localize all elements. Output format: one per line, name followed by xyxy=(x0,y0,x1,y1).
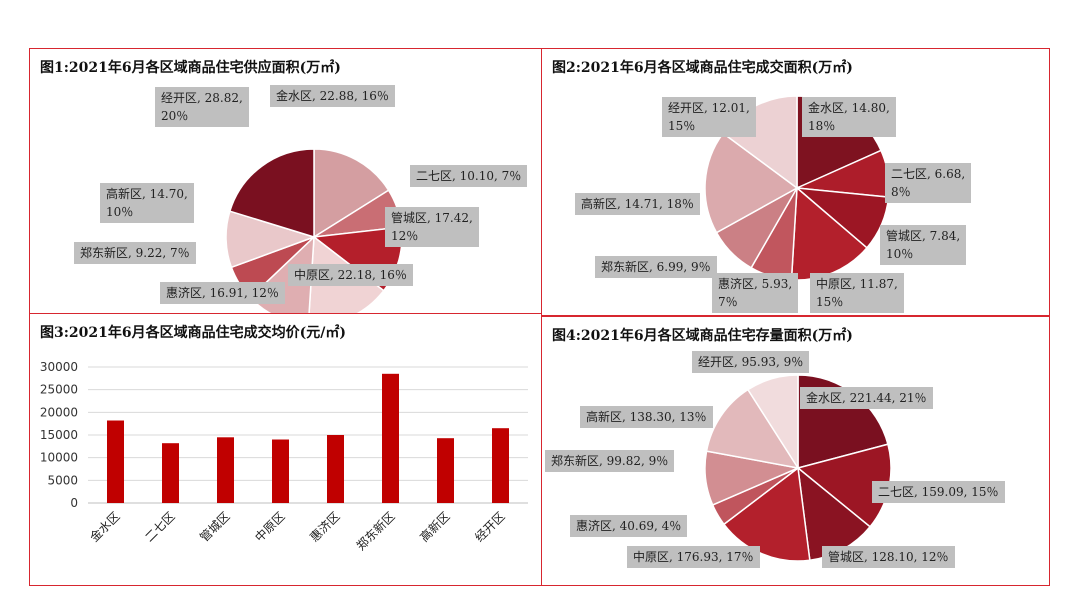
data-label-line: 8％ xyxy=(891,185,911,199)
data-label-line: 高新区, 14.70, xyxy=(106,187,188,201)
y-tick-label: 25000 xyxy=(40,383,78,397)
pie-slice-1 xyxy=(313,148,390,239)
data-label: 郑东新区, 9.22, 7％ xyxy=(74,242,196,264)
data-label: 惠济区, 5.93, 7％ xyxy=(712,273,799,313)
x-tick-label: 管城区 xyxy=(197,509,233,545)
data-label-line: 中原区, 176.93, 17％ xyxy=(633,550,754,564)
x-tick-label: 中原区 xyxy=(252,509,288,545)
data-label-line: 金水区, 22.88, 16％ xyxy=(276,89,389,103)
bar-3 xyxy=(217,437,234,503)
data-label: 金水区, 221.44, 21％ xyxy=(800,387,933,409)
pie-slice-8 xyxy=(228,148,315,239)
data-label: 金水区, 22.88, 16％ xyxy=(270,85,395,107)
bar-2 xyxy=(162,443,179,503)
data-label: 郑东新区, 6.99, 9％ xyxy=(595,256,717,278)
data-label-line: 10％ xyxy=(886,247,914,261)
data-label-line: 二七区, 10.10, 7％ xyxy=(416,169,522,183)
data-label: 经开区, 95.93, 9％ xyxy=(692,351,810,373)
x-tick-label: 二七区 xyxy=(142,509,177,544)
data-label-line: 高新区, 14.71, 18％ xyxy=(581,197,694,211)
data-label: 二七区, 6.68, 8％ xyxy=(885,163,972,203)
y-tick-label: 15000 xyxy=(40,428,78,442)
bar-8 xyxy=(492,428,509,503)
data-label-line: 12％ xyxy=(391,229,419,243)
y-tick-label: 30000 xyxy=(40,360,78,374)
chart-panel-transaction: 图2:2021年6月各区域商品住宅成交面积(万㎡) 金水区, 14.80, 18％… xyxy=(541,48,1050,316)
data-label: 惠济区, 40.69, 4％ xyxy=(570,515,688,537)
data-label-line: 中原区, 22.18, 16％ xyxy=(294,268,407,282)
data-label-line: 郑东新区, 6.99, 9％ xyxy=(601,260,711,274)
bar-4 xyxy=(272,439,289,503)
chart-title: 图4:2021年6月各区域商品住宅存量面积(万㎡) xyxy=(552,328,853,344)
y-tick-label: 10000 xyxy=(40,451,78,465)
chart-panel-stock: 图4:2021年6月各区域商品住宅存量面积(万㎡) 金水区, 221.44, 2… xyxy=(541,316,1050,586)
x-tick-label: 惠济区 xyxy=(307,509,343,545)
data-label-line: 20％ xyxy=(161,109,189,123)
data-label-line: 惠济区, 5.93, xyxy=(718,277,793,291)
data-label-line: 郑东新区, 99.82, 9％ xyxy=(551,454,669,468)
x-tick-label: 郑东新区 xyxy=(353,509,398,554)
data-label-line: 10％ xyxy=(106,205,134,219)
pie-slice-7 xyxy=(704,132,799,234)
data-label: 二七区, 159.09, 15％ xyxy=(872,481,1005,503)
y-tick-label: 20000 xyxy=(40,405,78,419)
data-label-line: 管城区, 7.84, xyxy=(886,229,961,243)
data-label: 高新区, 14.70, 10％ xyxy=(100,183,194,223)
data-label-line: 经开区, 28.82, xyxy=(161,91,243,105)
data-label: 中原区, 176.93, 17％ xyxy=(627,546,760,568)
data-label: 管城区, 7.84, 10％ xyxy=(880,225,967,265)
x-tick-label: 高新区 xyxy=(417,509,453,545)
data-label-line: 管城区, 17.42, xyxy=(391,211,473,225)
data-label-line: 中原区, 11.87, xyxy=(816,277,898,291)
data-label: 经开区, 12.01, 15％ xyxy=(662,97,756,137)
data-label: 管城区, 128.10, 12％ xyxy=(822,546,955,568)
data-label-line: 15％ xyxy=(816,295,844,309)
chart-title: 图3:2021年6月各区域商品住宅成交均价(元/㎡) xyxy=(40,325,346,341)
data-label-line: 高新区, 138.30, 13％ xyxy=(586,410,707,424)
data-label: 管城区, 17.42, 12％ xyxy=(385,207,479,247)
data-label: 郑东新区, 99.82, 9％ xyxy=(545,450,675,472)
chart-title: 图2:2021年6月各区域商品住宅成交面积(万㎡) xyxy=(552,60,853,76)
data-label-line: 惠济区, 40.69, 4％ xyxy=(576,519,682,533)
bar-chart-price: 0 5000 10000 15000 20000 25000 30000 金水区 二七区 管城区中… xyxy=(40,360,528,554)
data-label: 惠济区, 16.91, 12％ xyxy=(160,282,285,304)
data-label: 经开区, 28.82, 20％ xyxy=(155,87,249,127)
data-label-line: 18％ xyxy=(808,119,836,133)
data-label-line: 二七区, 159.09, 15％ xyxy=(878,485,999,499)
data-label-line: 郑东新区, 9.22, 7％ xyxy=(80,246,190,260)
data-label: 高新区, 14.71, 18％ xyxy=(575,193,700,215)
y-tick-label: 0 xyxy=(70,496,78,510)
data-label: 中原区, 11.87, 15％ xyxy=(810,273,904,313)
bar-7 xyxy=(437,438,454,503)
data-label-line: 7％ xyxy=(718,295,738,309)
x-tick-label: 金水区 xyxy=(87,509,123,545)
data-label-line: 经开区, 95.93, 9％ xyxy=(698,355,804,369)
data-label: 高新区, 138.30, 13％ xyxy=(580,406,713,428)
data-label: 金水区, 14.80, 18％ xyxy=(802,97,896,137)
data-label-line: 经开区, 12.01, xyxy=(668,101,750,115)
pie-slice-8 xyxy=(746,374,799,471)
data-label: 二七区, 10.10, 7％ xyxy=(410,165,528,187)
data-label-line: 金水区, 221.44, 21％ xyxy=(806,391,927,405)
data-label-line: 惠济区, 16.91, 12％ xyxy=(166,286,279,300)
bar-1 xyxy=(107,420,124,503)
pie-chart-transaction xyxy=(704,95,890,281)
pie-slice-7 xyxy=(705,388,800,470)
data-label-line: 金水区, 14.80, xyxy=(808,101,890,115)
chart-panel-supply: 图1:2021年6月各区域商品住宅供应面积(万㎡) 金水区, 22.88, 16… xyxy=(29,48,542,315)
x-tick-label: 经开区 xyxy=(472,509,507,544)
pie-slice-4 xyxy=(722,466,811,562)
bar-6 xyxy=(382,373,399,503)
chart-title: 图1:2021年6月各区域商品住宅供应面积(万㎡) xyxy=(40,60,341,76)
data-label-line: 15％ xyxy=(668,119,696,133)
data-label-line: 管城区, 128.10, 12％ xyxy=(828,550,949,564)
data-label-line: 二七区, 6.68, xyxy=(891,167,966,181)
chart-panel-price: 图3:2021年6月各区域商品住宅成交均价(元/㎡) 0 5000 10000 150… xyxy=(29,313,542,586)
bar-5 xyxy=(327,435,344,503)
data-label: 中原区, 22.18, 16％ xyxy=(288,264,413,286)
y-tick-label: 5000 xyxy=(47,473,78,487)
